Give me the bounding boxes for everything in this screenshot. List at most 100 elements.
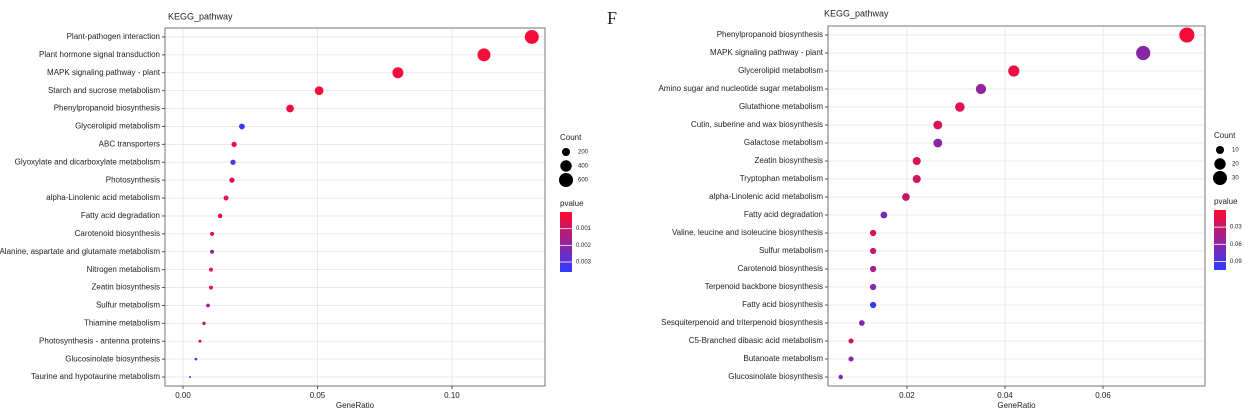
y-tick-label: Fatty acid biosynthesis (742, 300, 823, 309)
y-tick-label: Zeatin biosynthesis (755, 156, 823, 165)
bubble (848, 338, 854, 344)
y-tick-label: Alanine, aspartate and glutamate metabol… (0, 247, 160, 256)
bubble (392, 67, 404, 79)
bubble (210, 249, 215, 254)
x-axis-label: GeneRatio (336, 401, 375, 410)
bubble (869, 265, 877, 273)
x-tick-label: 0.05 (310, 391, 326, 400)
color-legend-title: pvalue (560, 199, 584, 208)
y-tick-label: alpha-Linolenic acid metabolism (709, 192, 823, 201)
size-legend-key (560, 160, 572, 172)
y-tick-label: Nitrogen metabolism (87, 265, 161, 274)
bubble (869, 229, 877, 237)
color-bar-label: 0.06 (1230, 242, 1242, 248)
y-tick-label: alpha-Linolenic acid metabolism (46, 193, 160, 202)
x-tick-label: 0.06 (1095, 391, 1111, 400)
y-tick-label: Terpenoid backbone biosynthesis (705, 282, 823, 291)
y-tick-label: Galactose metabolism (744, 138, 823, 147)
bubble (933, 138, 943, 148)
y-tick-label: Phenylpropanoid biosynthesis (717, 30, 823, 39)
y-tick-label: Sulfur metabolism (96, 301, 160, 310)
bubble (858, 320, 865, 326)
y-tick-label: Sulfur metabolism (759, 246, 823, 255)
bubble (869, 283, 877, 291)
bubble (194, 357, 198, 361)
size-legend-label: 20 (1232, 162, 1239, 168)
size-legend-label: 200 (578, 150, 589, 156)
y-tick-label: Carotenoid biosynthesis (738, 264, 823, 273)
bubble (230, 159, 236, 165)
y-tick-label: ABC transporters (99, 139, 160, 148)
bubble (838, 374, 843, 380)
bubble (239, 123, 245, 130)
x-tick-label: 0.00 (175, 391, 191, 400)
plot-border (827, 25, 1206, 387)
bubble (286, 104, 294, 113)
y-tick-label: MAPK signaling pathway - plant (47, 68, 161, 77)
bubble (189, 376, 192, 379)
y-tick-label: Butanoate metabolism (743, 354, 823, 363)
size-legend-key (561, 147, 571, 157)
bubble (975, 83, 987, 95)
bubble (314, 86, 324, 96)
chart-title: KEGG_pathway (168, 11, 233, 21)
x-tick-label: 0.10 (444, 391, 460, 400)
bubble (848, 356, 854, 362)
y-tick-label: Glutathione metabolism (739, 102, 823, 111)
y-tick-label: Glucosinolate biosynthesis (728, 372, 823, 381)
y-tick-label: Plant-pathogen interaction (67, 32, 160, 41)
plot-border (164, 27, 546, 387)
chart-title: KEGG_pathway (824, 8, 889, 18)
plot-background (165, 28, 545, 386)
size-legend-key (1215, 145, 1225, 155)
panel-label: F (607, 8, 617, 28)
bubble (1008, 65, 1020, 77)
bubble (1136, 45, 1151, 61)
y-tick-label: Sesquiterpenoid and triterpenoid biosynt… (661, 318, 823, 327)
color-bar (560, 212, 572, 272)
y-tick-label: Amino sugar and nucleotide sugar metabol… (658, 84, 823, 93)
color-bar-label: 0.03 (1230, 225, 1242, 231)
plot-background (828, 26, 1205, 386)
x-tick-label: 0.02 (899, 391, 915, 400)
bubble (955, 102, 965, 112)
bubble (206, 303, 210, 308)
bubble (912, 156, 921, 166)
size-legend-label: 400 (578, 164, 589, 170)
bubble (869, 301, 877, 309)
bubble (209, 267, 213, 272)
size-legend-key (559, 173, 573, 187)
color-bar (1214, 210, 1226, 270)
y-tick-label: Glycerolipid metabolism (738, 66, 823, 75)
bubble (202, 321, 206, 326)
y-tick-label: Fatty acid degradation (81, 211, 160, 220)
bubble (880, 211, 888, 219)
y-tick-label: Tryptophan metabolism (740, 174, 824, 183)
y-tick-label: Plant hormone signal transduction (39, 50, 160, 59)
y-tick-label: Photosynthesis (106, 175, 160, 184)
bubble (198, 339, 202, 343)
y-tick-label: Valine, leucine and isoleucine biosynthe… (672, 228, 823, 237)
bubble (912, 174, 921, 184)
color-bar-label: 0.003 (576, 260, 592, 266)
size-legend-key (1214, 158, 1226, 170)
y-tick-label: Starch and sucrose metabolism (48, 86, 160, 95)
size-legend-label: 30 (1232, 176, 1239, 182)
bubble (869, 247, 877, 255)
y-tick-label: Photosynthesis - antenna proteins (39, 336, 160, 345)
bubble (477, 48, 491, 62)
y-tick-label: Glyoxylate and dicarboxylate metabolism (15, 157, 161, 166)
bubble (223, 195, 229, 201)
bubble (209, 285, 213, 290)
size-legend-title: Count (1214, 131, 1236, 140)
bubble (231, 141, 237, 148)
bubble (210, 231, 215, 236)
color-bar-label: 0.09 (1230, 259, 1242, 265)
x-axis-label: GeneRatio (997, 401, 1036, 410)
color-bar-label: 0.002 (576, 243, 592, 249)
y-tick-label: Glucosinolate biosynthesis (65, 354, 160, 363)
y-tick-label: Glycerolipid metabolism (75, 122, 160, 131)
bubble (933, 120, 943, 130)
color-bar-label: 0.001 (576, 226, 592, 232)
